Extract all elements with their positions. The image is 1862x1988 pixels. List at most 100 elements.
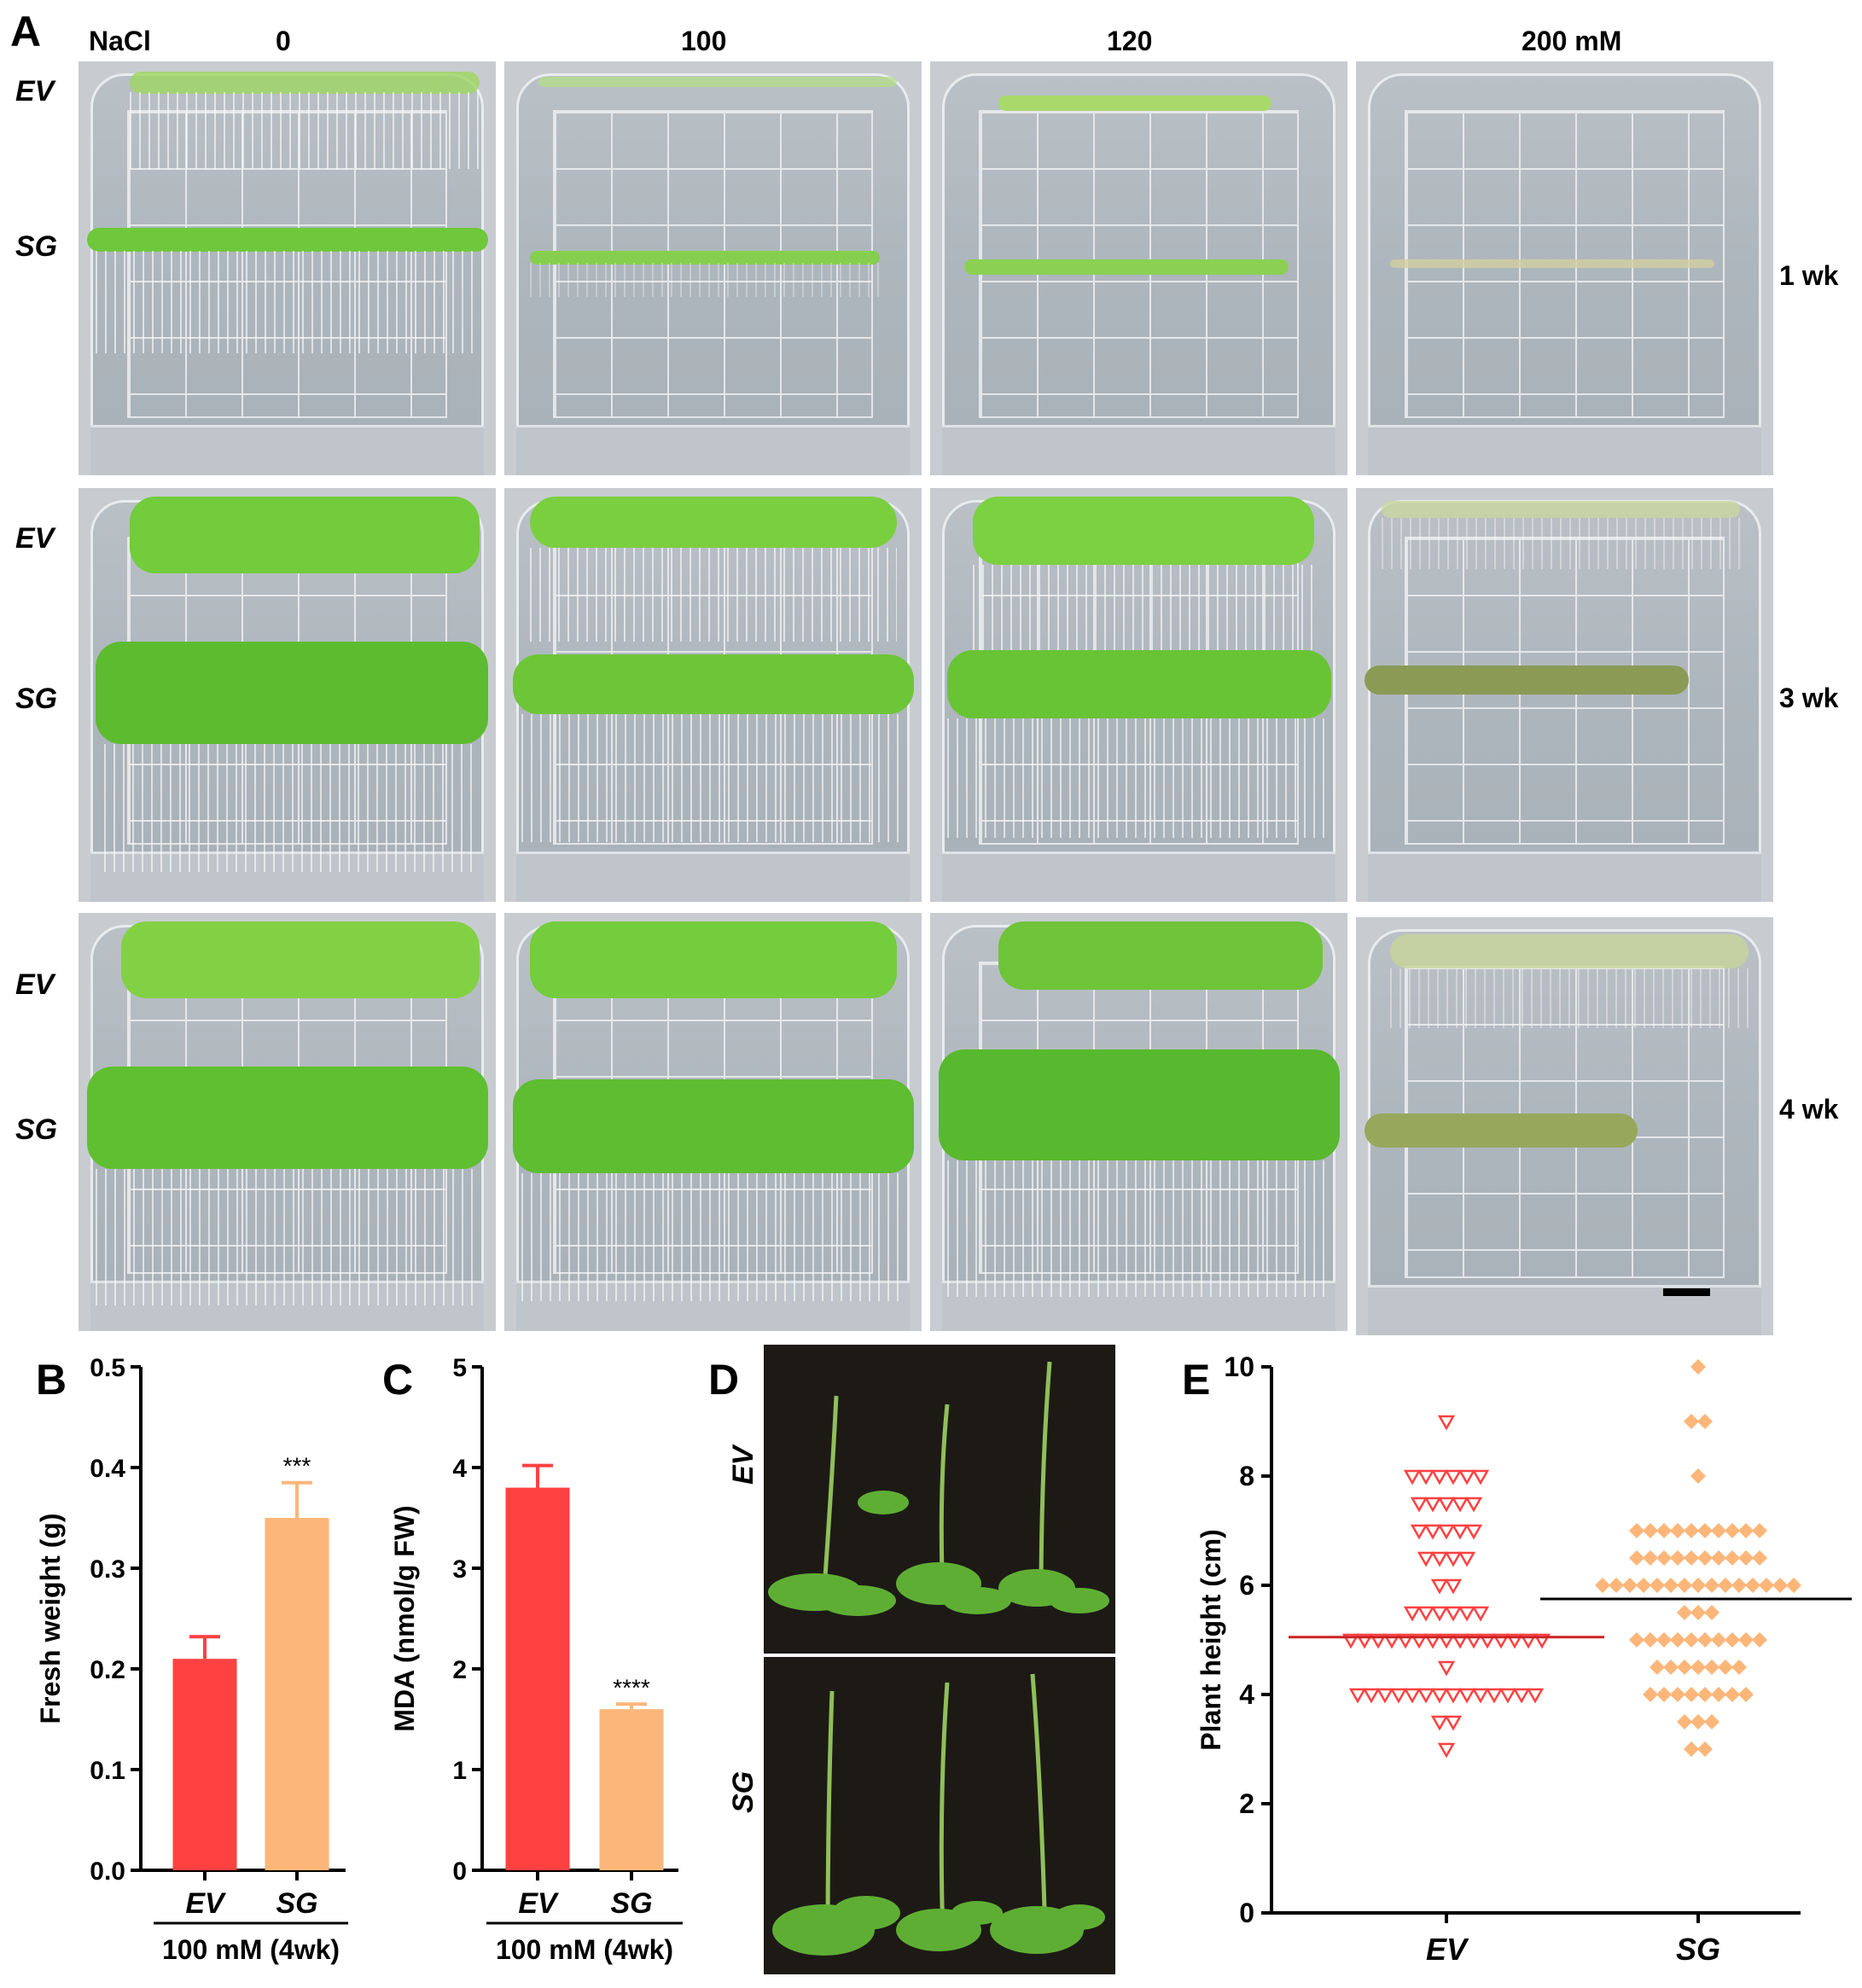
point-ev [1505,1633,1524,1649]
panel-letter-c: C [382,1356,414,1404]
row-label-sg-1wk: SG [15,230,58,263]
point-sg [1690,1468,1706,1484]
point-ev [1403,1469,1422,1485]
point-sg [1690,1605,1706,1620]
y-axis-label: Plant height (cm) [1196,1529,1226,1751]
point-sg [1684,1550,1699,1566]
conc-header-0: 0 [276,26,291,56]
point-sg [1670,1687,1685,1702]
point-sg [1745,1578,1760,1593]
photo-label-ev: EV [727,1445,759,1485]
point-ev [1444,1688,1463,1704]
point-sg [1663,1578,1679,1593]
x-tick-label: SG [1676,1932,1720,1967]
group-label: 100 mM (4wk) [496,1934,673,1965]
point-sg [1643,1550,1658,1566]
point-ev [1410,1497,1429,1513]
point-ev [1382,1633,1401,1649]
point-ev [1403,1688,1422,1704]
point-sg [1656,1550,1672,1566]
point-ev [1423,1497,1442,1513]
y-tick-label: 0 [1239,1898,1254,1928]
point-ev [1430,1469,1449,1485]
y-tick-label: 0 [452,1857,467,1886]
plate-120mm-3wk [930,488,1347,902]
y-tick-label: 2 [1239,1788,1254,1819]
point-sg [1725,1523,1740,1538]
point-ev [1348,1688,1367,1704]
panel-letter-b: B [36,1356,67,1404]
point-ev [1362,1688,1381,1704]
point-sg [1704,1660,1719,1675]
y-tick-label: 5 [452,1354,467,1382]
y-tick-label: 0.2 [90,1656,125,1684]
point-ev [1444,1715,1463,1731]
point-ev [1512,1688,1531,1704]
y-tick-label: 0.4 [90,1455,125,1483]
significance-label: *** [283,1453,311,1479]
plant-photo-sg [764,1657,1115,1974]
conc-header-100: 100 [681,26,727,56]
significance-label: **** [613,1674,650,1700]
point-sg [1711,1687,1726,1702]
point-sg [1670,1523,1685,1538]
point-ev [1444,1551,1463,1567]
point-sg [1738,1550,1754,1566]
point-ev [1417,1551,1435,1567]
point-sg [1629,1632,1644,1648]
conc-header-120: 120 [1107,26,1153,56]
point-sg [1697,1523,1713,1538]
row-label-ev-4wk: EV [15,968,55,1001]
point-sg [1670,1550,1685,1566]
point-sg [1609,1578,1624,1593]
point-ev [1492,1633,1510,1649]
point-sg [1643,1632,1658,1648]
point-sg [1718,1660,1733,1675]
point-sg [1697,1632,1713,1648]
point-ev [1458,1688,1476,1704]
plate-200mm-1wk [1356,61,1773,475]
point-sg [1677,1714,1692,1729]
scale-bar [1663,1288,1710,1296]
point-sg [1663,1660,1679,1675]
point-ev [1437,1497,1456,1513]
point-ev [1485,1688,1504,1704]
point-sg [1738,1632,1754,1648]
point-ev [1478,1633,1497,1649]
point-ev [1430,1578,1449,1595]
nacl-label: NaCl [89,26,151,56]
x-tick-label: SG [610,1887,652,1920]
point-sg [1677,1660,1692,1675]
point-ev [1389,1688,1408,1704]
point-sg [1718,1578,1733,1593]
y-tick-label: 0.3 [90,1555,125,1584]
point-sg [1697,1550,1713,1566]
x-tick-label: EV [1426,1932,1469,1967]
point-ev [1423,1524,1442,1540]
point-ev [1410,1524,1429,1540]
point-sg [1697,1741,1713,1757]
chart-b: 0.0 0.1 0.2 0.3 0.4 0.5 Fresh weight (g) EV SG **… [35,1354,348,1965]
y-tick-label: 8 [1239,1461,1254,1491]
point-sg [1704,1605,1719,1620]
point-sg [1725,1687,1740,1702]
y-tick-label: 1 [452,1757,467,1785]
x-tick-label: SG [276,1887,317,1920]
point-ev [1437,1524,1456,1540]
point-sg [1738,1687,1754,1702]
sg-plants-illustration [772,1673,1105,1956]
bar-sg [265,1518,329,1870]
point-sg [1684,1523,1699,1538]
point-sg [1643,1687,1658,1702]
plate-120mm-1wk [930,61,1347,475]
point-ev [1444,1578,1463,1595]
bar-ev [172,1659,237,1870]
point-sg [1622,1578,1638,1593]
point-ev [1451,1524,1469,1540]
y-axis-label: MDA (nmol/g FW) [389,1505,420,1731]
timepoint-1wk: 1 wk [1779,260,1839,291]
panel-letter-a: A [10,8,42,55]
point-ev [1430,1606,1449,1622]
point-ev [1417,1688,1435,1704]
point-ev [1437,1633,1456,1649]
